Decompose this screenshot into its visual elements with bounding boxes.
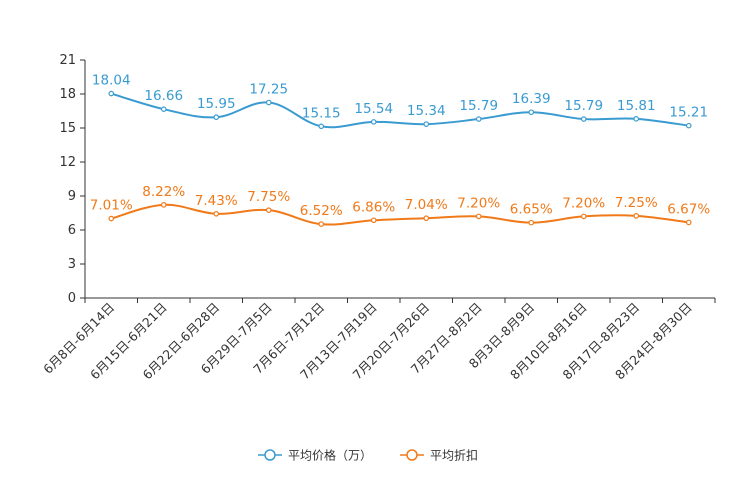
data-label: 6.65% — [510, 202, 553, 218]
data-label: 15.79 — [459, 98, 498, 114]
data-point[interactable] — [318, 221, 325, 227]
series-1 — [108, 202, 692, 227]
data-point[interactable] — [580, 213, 587, 220]
data-label: 15.81 — [617, 98, 656, 114]
data-point[interactable] — [370, 119, 377, 125]
data-label: 15.15 — [302, 105, 341, 121]
data-point[interactable] — [265, 207, 272, 213]
data-point[interactable] — [633, 213, 640, 219]
data-label: 7.25% — [615, 195, 658, 211]
data-labels: 18.04 16.66 15.95 17.25 15.15 15.54 15.34 15.79… — [90, 73, 711, 220]
data-label: 15.34 — [407, 103, 446, 119]
y-tick-label: 18 — [59, 87, 76, 102]
data-point[interactable] — [475, 116, 482, 122]
data-label: 15.21 — [669, 105, 708, 121]
legend-label: 平均价格（万） — [288, 448, 372, 463]
y-tick-label: 6 — [68, 223, 76, 238]
data-point[interactable] — [423, 215, 430, 222]
data-point[interactable] — [108, 90, 115, 97]
data-point[interactable] — [108, 215, 115, 222]
y-tick-label: 21 — [59, 53, 76, 68]
data-point[interactable] — [580, 116, 587, 122]
data-label: 18.04 — [92, 73, 131, 89]
legend-marker-icon — [406, 449, 418, 461]
legend-item-1[interactable]: 平均折扣 — [400, 448, 478, 463]
data-label: 15.95 — [197, 96, 236, 112]
data-point[interactable] — [160, 106, 167, 112]
data-label: 8.22% — [142, 184, 185, 200]
legend-marker-icon — [264, 449, 276, 461]
data-label: 7.04% — [405, 197, 448, 213]
series-lines — [108, 90, 692, 227]
data-label: 7.01% — [90, 198, 133, 214]
data-label: 6.86% — [352, 199, 395, 215]
data-label: 7.75% — [247, 189, 290, 205]
data-label: 17.25 — [249, 82, 288, 98]
y-tick-label: 0 — [68, 291, 76, 306]
data-point[interactable] — [423, 121, 430, 127]
data-point[interactable] — [685, 122, 692, 129]
y-tick-label: 12 — [59, 155, 76, 170]
series-0 — [108, 90, 692, 130]
series-line[interactable] — [110, 203, 689, 226]
data-point[interactable] — [265, 99, 272, 106]
legend[interactable]: 平均价格（万） 平均折扣 — [258, 448, 478, 463]
data-label: 6.67% — [667, 201, 710, 217]
data-label: 15.54 — [354, 101, 393, 117]
data-point[interactable] — [370, 217, 377, 224]
data-label: 7.20% — [562, 195, 605, 211]
data-point[interactable] — [685, 219, 692, 226]
y-tick-label: 9 — [68, 189, 76, 204]
series-line[interactable] — [110, 92, 689, 129]
data-label: 6.52% — [300, 203, 343, 219]
data-label: 7.20% — [457, 195, 500, 211]
data-point[interactable] — [318, 123, 325, 130]
data-point[interactable] — [213, 210, 220, 217]
data-point[interactable] — [213, 114, 220, 121]
data-label: 16.39 — [512, 91, 551, 107]
data-point[interactable] — [475, 213, 482, 220]
data-label: 15.79 — [564, 98, 603, 114]
data-label: 16.66 — [144, 88, 183, 104]
y-tick-label: 15 — [59, 121, 76, 136]
legend-item-0[interactable]: 平均价格（万） — [258, 448, 372, 463]
data-point[interactable] — [160, 202, 167, 208]
data-point[interactable] — [528, 219, 535, 226]
data-point[interactable] — [528, 109, 535, 116]
data-point[interactable] — [633, 116, 640, 122]
legend-label: 平均折扣 — [430, 448, 478, 463]
data-label: 7.43% — [195, 193, 238, 209]
y-tick-label: 3 — [68, 257, 76, 272]
